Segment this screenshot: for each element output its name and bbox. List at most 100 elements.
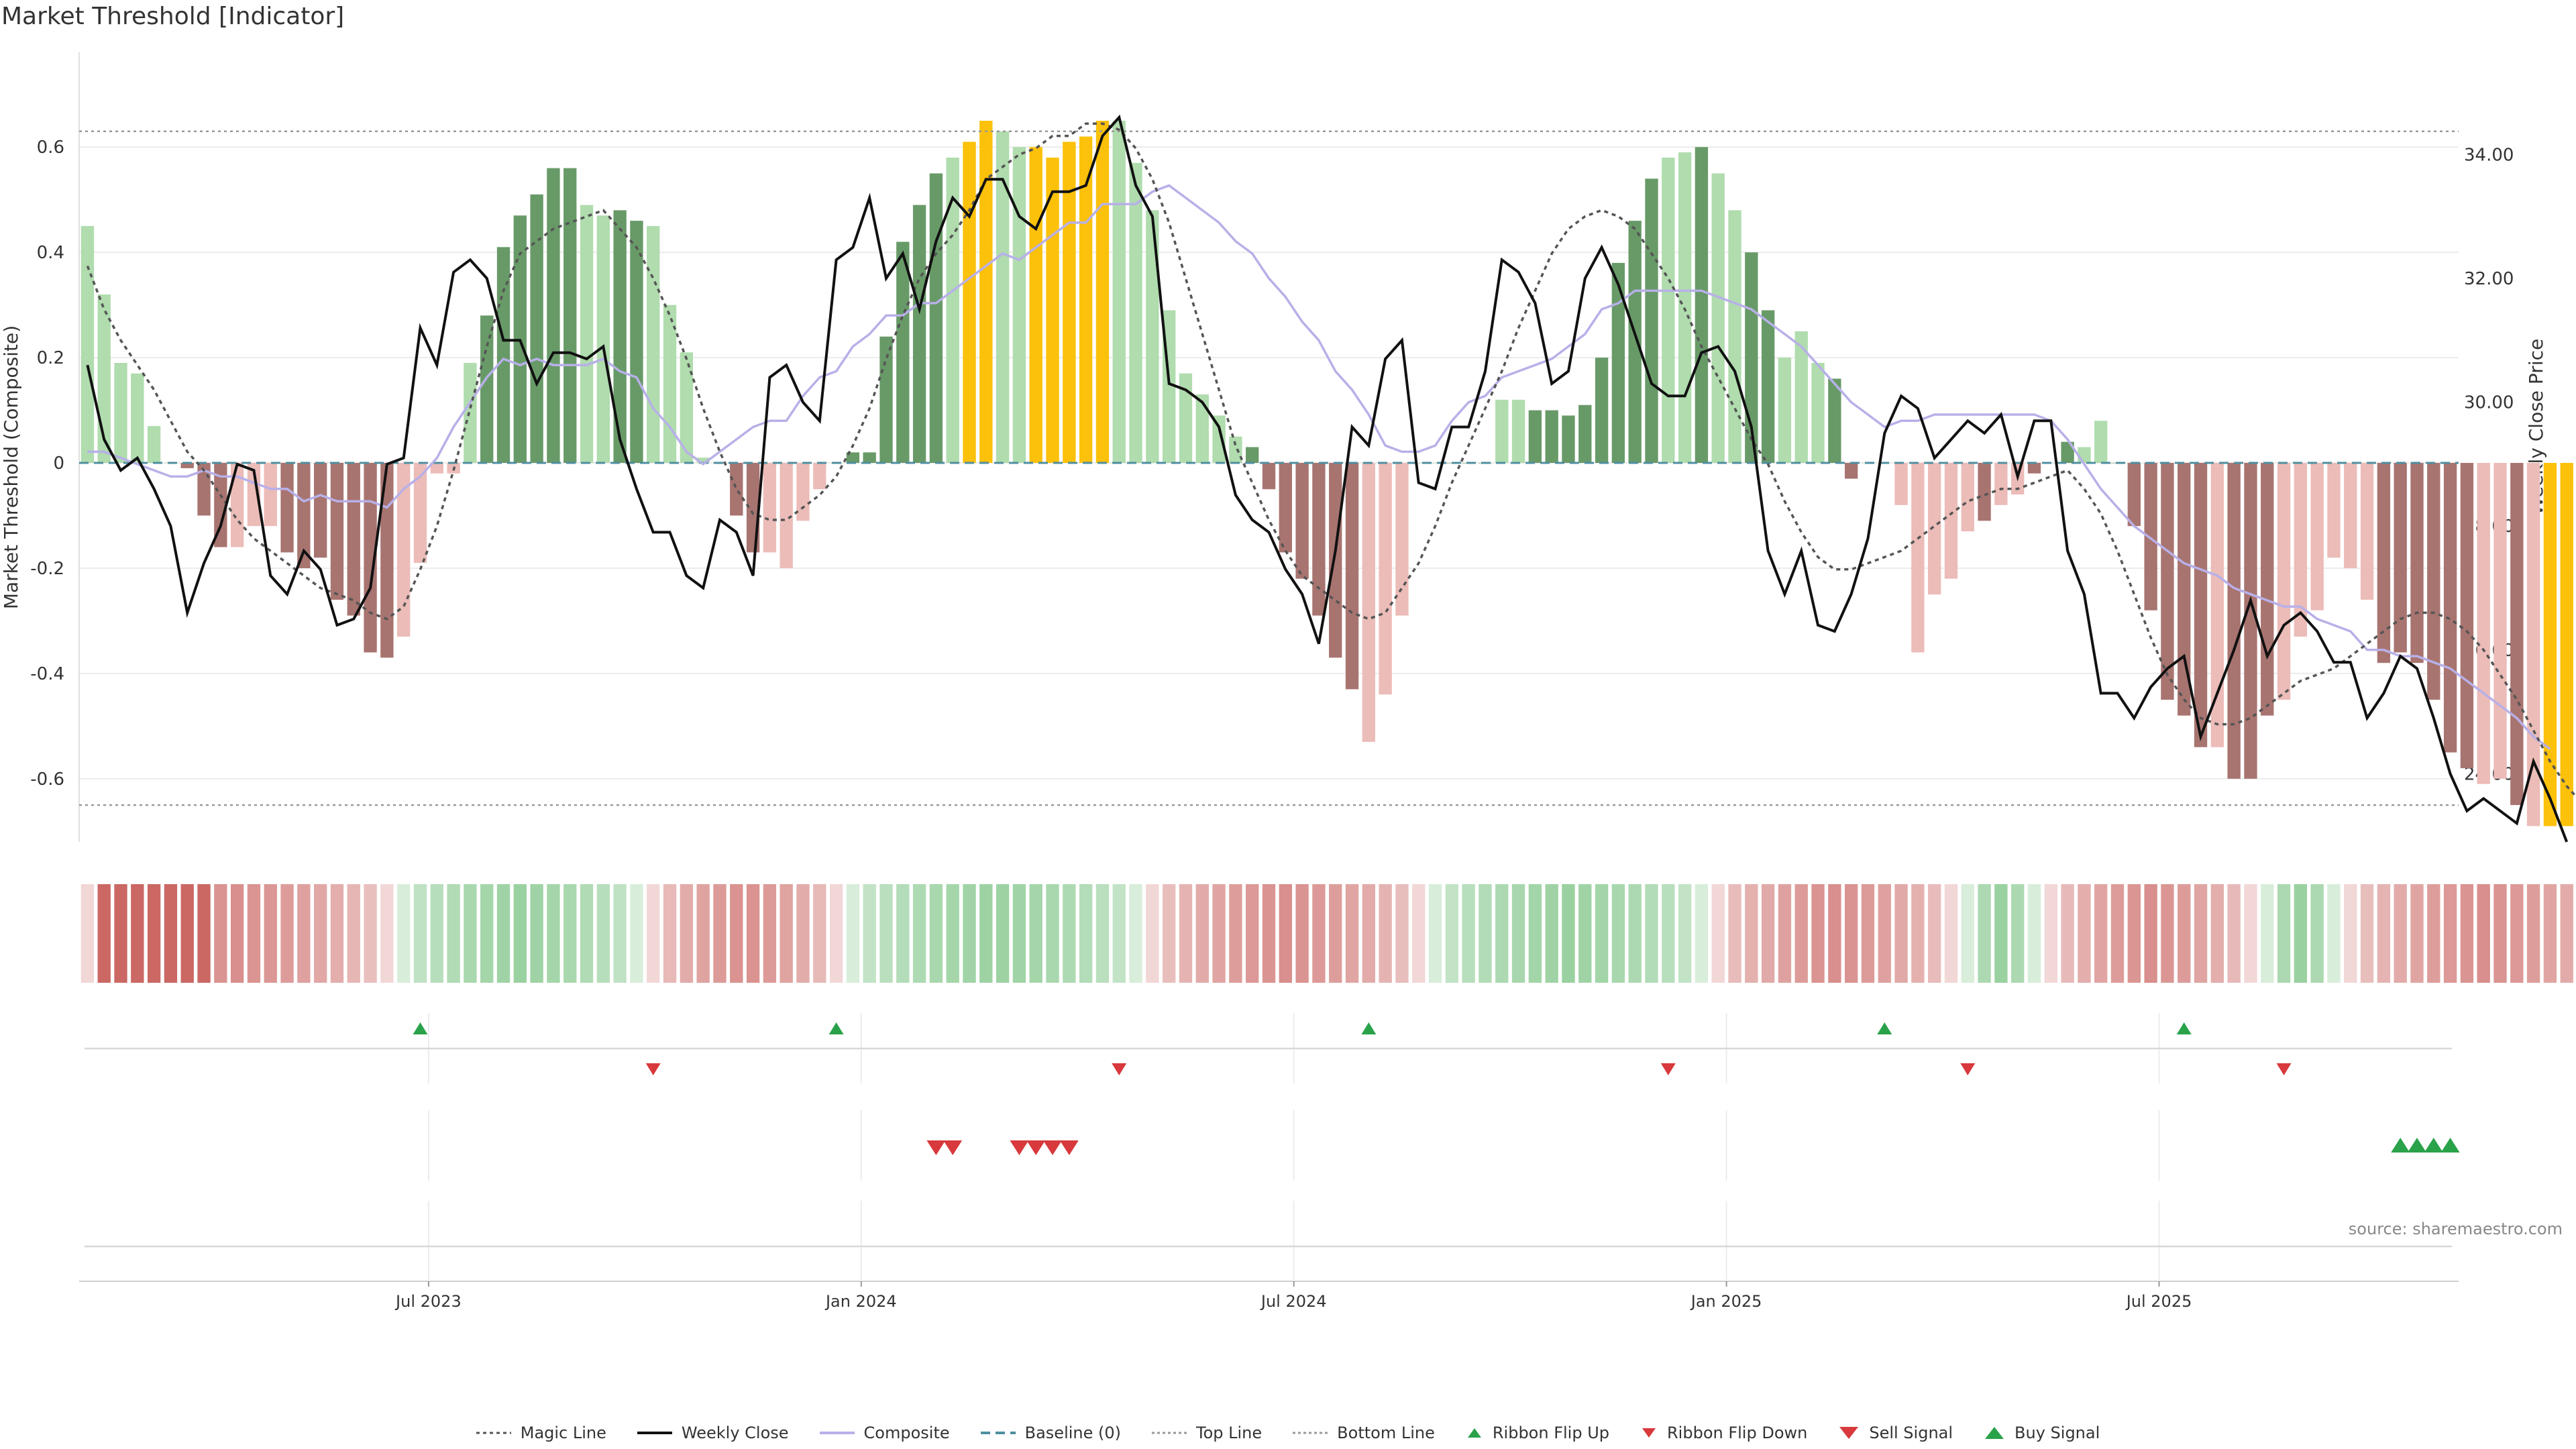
ribbon-cell [2127,884,2141,983]
ribbon-cell [647,884,660,983]
x-tick-label: Jan 2025 [1690,1292,1762,1311]
ribbon-cell [1662,884,1675,983]
ribbon-cell [796,884,810,983]
composite-bar [2543,463,2557,826]
composite-bar [2310,463,2324,610]
ribbon-cell [2094,884,2108,983]
composite-bar [1212,415,1226,464]
ribbon-cell [2344,884,2357,983]
composite-bar [1262,463,1276,490]
ribbon-cell [2493,884,2507,983]
y2-tick-label: 32.00 [2464,269,2514,289]
ribbon-cell [1828,884,1841,983]
x-tick-label: Jan 2024 [824,1292,897,1311]
ribbon-cell [214,884,227,983]
ribbon-cell [330,884,344,983]
composite-bar [1927,463,1941,595]
composite-bar [813,463,826,490]
composite-bar [2094,421,2108,464]
ribbon-cell [746,884,760,983]
ribbon-cell [513,884,527,983]
legend-ribbon-flip-up: Ribbon Flip Up [1466,1424,1609,1442]
composite-bar [1362,463,1375,742]
ribbon-cell [713,884,727,983]
ribbon-cell [2027,884,2041,983]
ribbon-cell [1079,884,1093,983]
ribbon-cell [963,884,976,983]
buy-signal-marker [2424,1138,2443,1152]
ribbon-cell [530,884,543,983]
composite-bar [1495,399,1509,464]
composite-bar [80,225,95,464]
ribbon-cell [896,884,910,983]
ribbon-cell [2427,884,2440,983]
legend-bottom-line-label: Bottom Line [1337,1424,1435,1442]
composite-bar [580,205,594,464]
x-tick-label: Jul 2025 [2125,1292,2192,1311]
ribbon-cell [580,884,594,983]
ribbon-cell [2044,884,2057,983]
composite-bar [1578,405,1592,464]
legend-weekly-close-swatch [637,1432,672,1434]
ribbon-cell [1229,884,1242,983]
composite-bar [247,463,261,527]
legend-baseline: Baseline (0) [980,1424,1121,1442]
ribbon-cell [131,884,144,983]
composite-bar [1095,121,1110,464]
ribbon-cell [1163,884,1176,983]
composite-bar [564,168,577,464]
ribbon-cell [1479,884,1492,983]
ribbon-cell [480,884,494,983]
composite-bar [280,463,294,553]
ribbon-cell [114,884,127,983]
composite-bar [1728,210,1741,464]
ribbon-cell [1645,884,1658,983]
composite-bar [1595,358,1609,464]
legend-bottom-line: Bottom Line [1293,1424,1435,1442]
composite-bar [313,463,327,558]
ribbon-cell [813,884,826,983]
legend-top-line-label: Top Line [1196,1424,1263,1442]
composite-bar [1695,147,1709,464]
sell-signal-marker [1026,1140,1046,1155]
ribbon-flip-up-marker [413,1022,428,1034]
ribbon-cell [1628,884,1642,983]
ribbon-cell [696,884,710,983]
composite-bar [912,205,926,464]
ribbon-cell [2410,884,2424,983]
ribbon-cell [2477,884,2490,983]
composite-bar [2443,463,2457,753]
composite-bar [879,336,893,464]
ribbon-cell [1711,884,1725,983]
ribbon-flip-down-marker [2276,1063,2292,1075]
composite-bar [1994,463,2008,505]
ribbon-cell [247,884,261,983]
composite-bar [1012,147,1026,464]
composite-bar [147,426,161,464]
ribbon-cell [1678,884,1692,983]
ribbon-cell [1179,884,1193,983]
composite-bar [946,157,959,464]
legend-top-line: Top Line [1152,1424,1262,1442]
ribbon-cell [413,884,427,983]
ribbon-cell [2078,884,2091,983]
ribbon-cell [2327,884,2341,983]
ribbon-cell [264,884,277,983]
sell-signal-marker [1043,1140,1063,1155]
composite-bar [2427,463,2440,700]
composite-bar [2510,463,2524,806]
composite-bar [2261,463,2274,716]
ribbon-cell [1811,884,1825,983]
sell-signal-marker [943,1140,963,1155]
ribbon-cell [630,884,643,983]
ribbon-cell [1778,884,1792,983]
ribbon-cell [2510,884,2524,983]
composite-bar [2526,463,2540,826]
composite-line [87,184,2551,750]
composite-bar [1412,463,1426,464]
composite-bar [863,452,876,464]
ribbon-cell [2194,884,2208,983]
composite-bar [413,463,427,564]
composite-bar [2178,463,2191,716]
legend-sell-signal-label: Sell Signal [1869,1424,1953,1442]
